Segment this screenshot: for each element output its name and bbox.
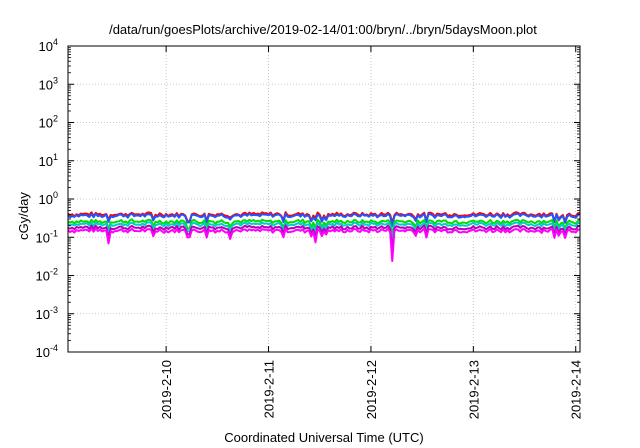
y-tick-label: 104	[39, 37, 58, 54]
series-line	[67, 227, 581, 263]
y-tick-labels: 104 103 102 101 100 10-1 10-2 10-3 10-4	[36, 37, 58, 360]
series-layer	[67, 211, 581, 263]
y-tick-label: 100	[39, 190, 58, 207]
series-line	[67, 221, 581, 244]
chart-title: /data/run/goesPlots/archive/2019-02-14/0…	[109, 22, 537, 37]
x-axis-label: Coordinated Universal Time (UTC)	[224, 430, 423, 445]
x-tick-label: 2019-2-14	[569, 360, 584, 419]
x-tick-label: 2019-2-10	[159, 360, 174, 419]
y-tick-label: 103	[39, 75, 58, 92]
y-axis-label: cGy/day	[16, 192, 31, 240]
series-line	[67, 212, 581, 228]
y-tick-label: 10-4	[36, 343, 58, 360]
ticks	[68, 45, 580, 353]
x-tick-label: 2019-2-11	[262, 360, 277, 418]
y-tick-label: 10-2	[36, 267, 58, 284]
series-line	[67, 224, 581, 252]
grid	[68, 46, 580, 352]
y-tick-label: 10-3	[36, 305, 58, 322]
x-tick-label: 2019-2-12	[364, 360, 379, 419]
y-tick-label: 10-1	[36, 228, 58, 245]
x-tick-label: 2019-2-13	[466, 360, 481, 419]
x-tick-labels: 2019-2-10 2019-2-11 2019-2-12 2019-2-13 2019…	[159, 360, 584, 419]
y-tick-label: 101	[39, 152, 58, 169]
y-tick-label: 102	[39, 114, 58, 131]
